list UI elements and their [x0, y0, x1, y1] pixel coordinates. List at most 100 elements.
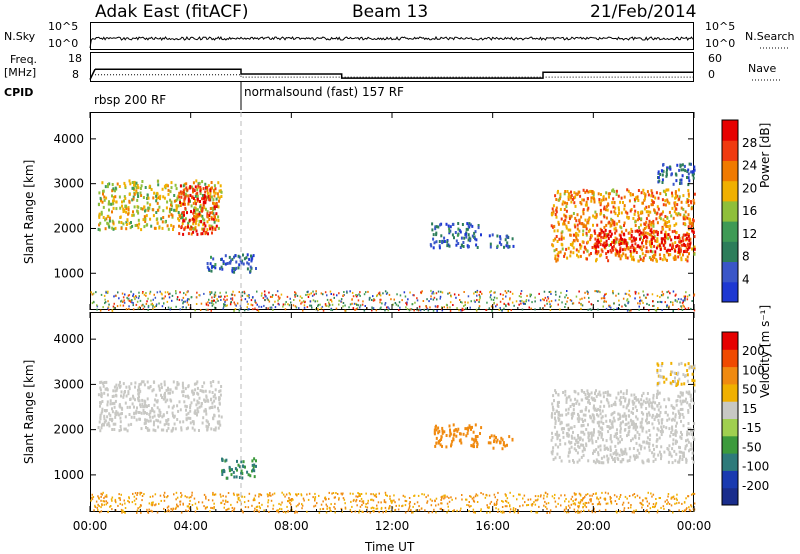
power-noise-cell	[247, 308, 249, 311]
velocity-noise-cell	[599, 496, 602, 499]
power-noise-cell	[372, 307, 375, 310]
nsky-log-top: 10^5	[48, 20, 79, 33]
power-cell	[668, 210, 671, 214]
power-noise-cell	[490, 290, 492, 293]
velocity-noise-cell	[603, 497, 606, 500]
velocity-noise-cell	[290, 498, 293, 501]
power-cell	[564, 218, 567, 222]
velocity-noise-cell	[207, 499, 210, 502]
power-noise-cell	[397, 304, 399, 307]
velocity-cell	[603, 444, 606, 448]
velocity-cell	[185, 405, 188, 409]
velocity-cell	[671, 405, 674, 409]
velocity-noise-cell	[258, 493, 260, 496]
velocity-noise-cell	[585, 493, 587, 496]
power-noise-cell	[371, 308, 373, 311]
velocity-noise-cell	[484, 496, 487, 499]
power-cell	[208, 197, 211, 201]
velocity-noise-cell	[416, 501, 419, 504]
velocity-cell	[144, 420, 147, 424]
power-noise-cell	[626, 299, 628, 302]
velocity-cell	[153, 414, 156, 418]
power-cell	[665, 224, 668, 228]
power-noise-cell	[464, 301, 466, 304]
power-cell	[198, 181, 201, 185]
power-cell	[570, 214, 573, 218]
velocity-cell	[655, 433, 658, 437]
velocity-cell	[240, 469, 243, 473]
power-noise-cell	[342, 305, 344, 308]
velocity-cell	[166, 411, 169, 415]
velocity-noise-cell	[599, 503, 602, 506]
velocity-cell	[474, 438, 477, 442]
power-cell	[673, 223, 676, 227]
power-noise-cell	[382, 292, 384, 295]
power-noise-cell	[224, 301, 226, 303]
velocity-noise-cell	[180, 492, 182, 494]
velocity-cell	[669, 373, 672, 376]
velocity-cell	[628, 447, 631, 451]
power-cell	[563, 213, 566, 217]
power-cell	[102, 216, 105, 219]
velocity-noise-cell	[390, 499, 392, 502]
velocity-noise-cell	[131, 501, 134, 504]
velocity-noise-cell	[260, 494, 263, 497]
power-noise-cell	[223, 303, 226, 306]
power-cell	[192, 222, 195, 226]
power-noise-cell	[207, 304, 210, 307]
power-cell	[608, 243, 611, 247]
velocity-noise-cell	[684, 510, 686, 512]
power-cell	[437, 225, 440, 229]
velocity-noise-cell	[380, 501, 382, 504]
power-cell	[197, 184, 200, 188]
power-noise-cell	[462, 308, 465, 311]
velocity-cell	[196, 407, 199, 411]
velocity-noise-cell	[652, 493, 655, 496]
power-cell	[645, 246, 648, 250]
velocity-cell	[433, 428, 436, 432]
power-cell	[105, 217, 108, 221]
velocity-cell	[679, 456, 681, 460]
velocity-cell	[682, 455, 685, 458]
power-noise-cell	[672, 310, 674, 312]
power-cell	[599, 201, 602, 205]
velocity-noise-cell	[509, 504, 511, 507]
velocity-cell	[628, 429, 631, 433]
velocity-cell	[600, 416, 603, 420]
power-cell	[147, 196, 150, 200]
velocity-cell	[617, 417, 620, 421]
power-cell	[588, 217, 590, 221]
power-cell	[679, 247, 682, 251]
velocity-noise-cell	[267, 499, 270, 502]
velocity-cell	[171, 390, 174, 394]
velocity-cell	[593, 430, 595, 434]
velocity-cell	[628, 398, 631, 402]
power-cell	[605, 223, 608, 227]
power-noise-cell	[326, 298, 329, 301]
power-noise-cell	[399, 294, 402, 297]
velocity-noise-cell	[376, 504, 378, 507]
power-noise-cell	[213, 293, 216, 296]
velocity-cell	[122, 393, 125, 397]
power-noise-cell	[355, 302, 357, 305]
velocity-noise-cell	[590, 499, 592, 502]
power-cell	[214, 191, 217, 195]
power-noise-cell	[690, 307, 692, 310]
power-noise-cell	[299, 299, 301, 302]
freq-tick-bottom: 8	[72, 68, 79, 81]
velocity-cell	[600, 426, 603, 430]
power-cell	[184, 206, 187, 210]
velocity-cell	[193, 382, 196, 386]
velocity-cell	[671, 426, 673, 430]
power-cell	[686, 255, 689, 259]
power-noise-cell	[669, 292, 671, 295]
velocity-noise-cell	[289, 493, 291, 496]
power-cell	[590, 252, 592, 255]
power-cell	[112, 195, 115, 199]
velocity-cell	[693, 383, 696, 387]
velocity-noise-cell	[355, 498, 358, 501]
power-cell	[143, 225, 146, 229]
power-cell	[656, 244, 659, 248]
power-cell	[131, 213, 134, 217]
power-noise-cell	[135, 303, 138, 306]
